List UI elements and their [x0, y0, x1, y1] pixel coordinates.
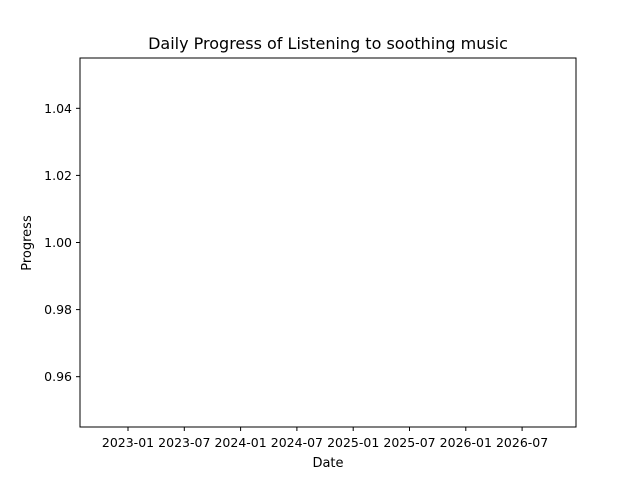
- x-tick-label: 2023-07: [158, 435, 210, 450]
- y-axis: 0.96 0.98 1.00 1.02 1.04: [44, 101, 80, 384]
- x-tick-label: 2026-01: [440, 435, 492, 450]
- x-tick-label: 2024-01: [214, 435, 266, 450]
- x-axis-label: Date: [312, 456, 343, 471]
- y-axis-label: Progress: [20, 215, 35, 271]
- x-axis: 2023-01 2023-07 2024-01 2024-07 2025-01 2025-…: [102, 427, 548, 450]
- y-tick-label: 1.00: [44, 235, 72, 250]
- y-tick-label: 0.96: [44, 369, 72, 384]
- x-tick-label: 2023-01: [102, 435, 154, 450]
- x-tick-label: 2025-07: [383, 435, 435, 450]
- y-tick-label: 1.02: [44, 168, 72, 183]
- y-tick-label: 1.04: [44, 101, 72, 116]
- plot-area: [79, 57, 577, 428]
- chart-title: Daily Progress of Listening to soothing …: [148, 34, 508, 53]
- x-tick-label: 2025-01: [327, 435, 379, 450]
- x-tick-label: 2026-07: [496, 435, 548, 450]
- y-tick-label: 0.98: [44, 302, 72, 317]
- x-tick-label: 2024-07: [271, 435, 323, 450]
